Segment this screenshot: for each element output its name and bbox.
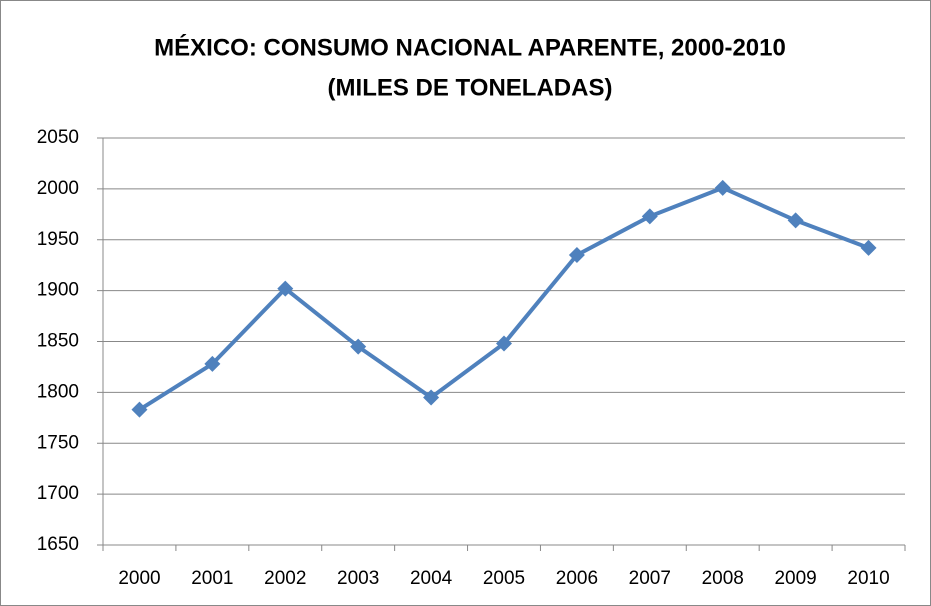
x-tick-label: 2001 (191, 568, 233, 589)
data-point (860, 239, 877, 256)
data-point (714, 179, 731, 196)
y-tick-label: 1700 (37, 483, 79, 504)
x-tick-label: 2003 (337, 568, 379, 589)
data-point (568, 247, 585, 264)
data-point (131, 401, 148, 418)
data-point (277, 280, 294, 297)
data-point (423, 389, 440, 406)
x-tick-label: 2000 (118, 568, 160, 589)
chart-title: MÉXICO: CONSUMO NACIONAL APARENTE, 2000-… (154, 33, 786, 61)
chart-title: (MILES DE TONELADAS) (328, 74, 613, 101)
x-tick-label: 2009 (774, 568, 816, 589)
x-tick-label: 2008 (702, 568, 744, 589)
x-tick-label: 2010 (847, 568, 889, 589)
x-tick-label: 2007 (629, 568, 671, 589)
y-tick-label: 1900 (37, 280, 79, 301)
y-tick-label: 1950 (37, 229, 79, 250)
y-tick-label: 2000 (37, 178, 79, 199)
x-tick-label: 2005 (483, 568, 525, 589)
x-tick-label: 2006 (556, 568, 598, 589)
y-tick-label: 2050 (37, 127, 79, 148)
data-point (204, 355, 221, 372)
data-point (496, 335, 512, 352)
x-tick-label: 2004 (410, 568, 453, 589)
data-point (641, 208, 658, 225)
data-point (787, 212, 804, 229)
y-tick-label: 1850 (37, 331, 79, 352)
y-tick-label: 1800 (37, 381, 79, 402)
y-tick-label: 1650 (37, 534, 79, 555)
y-tick-label: 1750 (37, 432, 79, 453)
x-tick-label: 2002 (264, 568, 306, 589)
data-point (350, 338, 367, 355)
